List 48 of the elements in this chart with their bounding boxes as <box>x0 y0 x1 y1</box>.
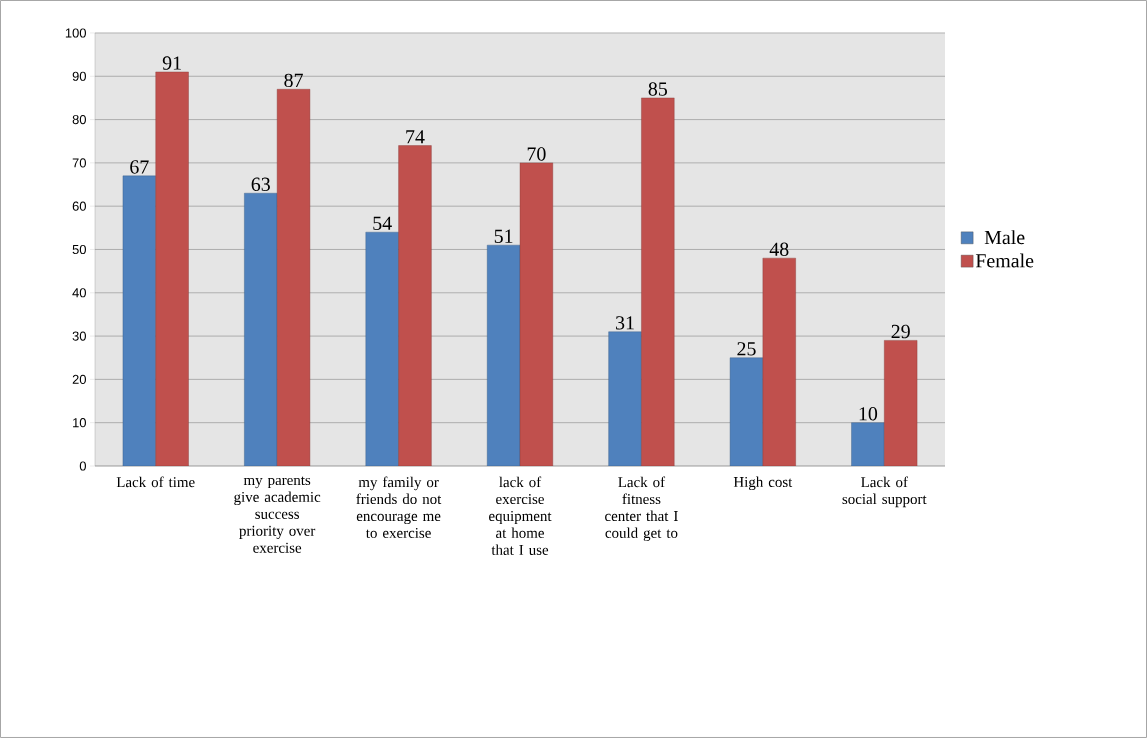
data-label: 51 <box>494 229 513 243</box>
data-label: 85 <box>648 82 668 96</box>
x-tick-label: High cost <box>733 476 793 491</box>
bar <box>244 192 278 466</box>
data-label: 54 <box>373 216 392 230</box>
bar <box>276 89 311 466</box>
x-tick-label: Lack of fitness center that I could get to <box>605 476 678 542</box>
data-label: 91 <box>162 56 181 70</box>
data-label: 67 <box>130 160 149 174</box>
data-label: 25 <box>737 342 756 356</box>
bar <box>762 257 796 466</box>
data-label: 31 <box>616 316 634 330</box>
bar <box>519 162 553 466</box>
y-tick-label: 90 <box>72 71 86 81</box>
legend-label: Female <box>975 253 1034 268</box>
y-tick-label: 80 <box>72 114 86 125</box>
data-label: 70 <box>527 147 546 161</box>
y-tick-label: 60 <box>72 201 86 211</box>
data-label: 63 <box>251 177 270 191</box>
x-tick-label: my family or friends do not encourage me to exercise <box>356 476 442 538</box>
bar <box>398 145 432 466</box>
y-tick-label: 30 <box>72 331 86 341</box>
x-tick-label: my parents give academic success priority over exercise <box>234 476 321 553</box>
bar <box>641 97 675 466</box>
data-label: 29 <box>891 324 910 339</box>
y-tick-label: 0 <box>79 461 86 471</box>
bar <box>365 231 399 466</box>
y-tick-label: 70 <box>72 158 86 168</box>
data-label: 74 <box>406 130 425 144</box>
y-tick-label: 40 <box>72 288 86 298</box>
y-tick-label: 50 <box>72 244 86 255</box>
data-label: 48 <box>769 242 789 256</box>
legend-label: Male <box>984 230 1025 245</box>
x-tick-label: Lack of time <box>116 476 195 488</box>
bar <box>155 71 189 466</box>
bar <box>729 357 764 466</box>
bar <box>487 244 521 466</box>
x-tick-label: lack of exercise equipment at home that I use <box>489 476 552 555</box>
data-label: 10 <box>859 407 878 421</box>
bar <box>851 422 885 466</box>
y-tick-label: 100 <box>65 28 86 38</box>
y-tick-label: 10 <box>73 418 86 428</box>
x-tick-label: Lack of social support <box>842 476 927 508</box>
bar <box>608 331 642 466</box>
bar <box>884 340 918 466</box>
data-label: 87 <box>284 73 303 88</box>
bar <box>122 175 156 466</box>
y-tick-label: 20 <box>72 374 86 384</box>
